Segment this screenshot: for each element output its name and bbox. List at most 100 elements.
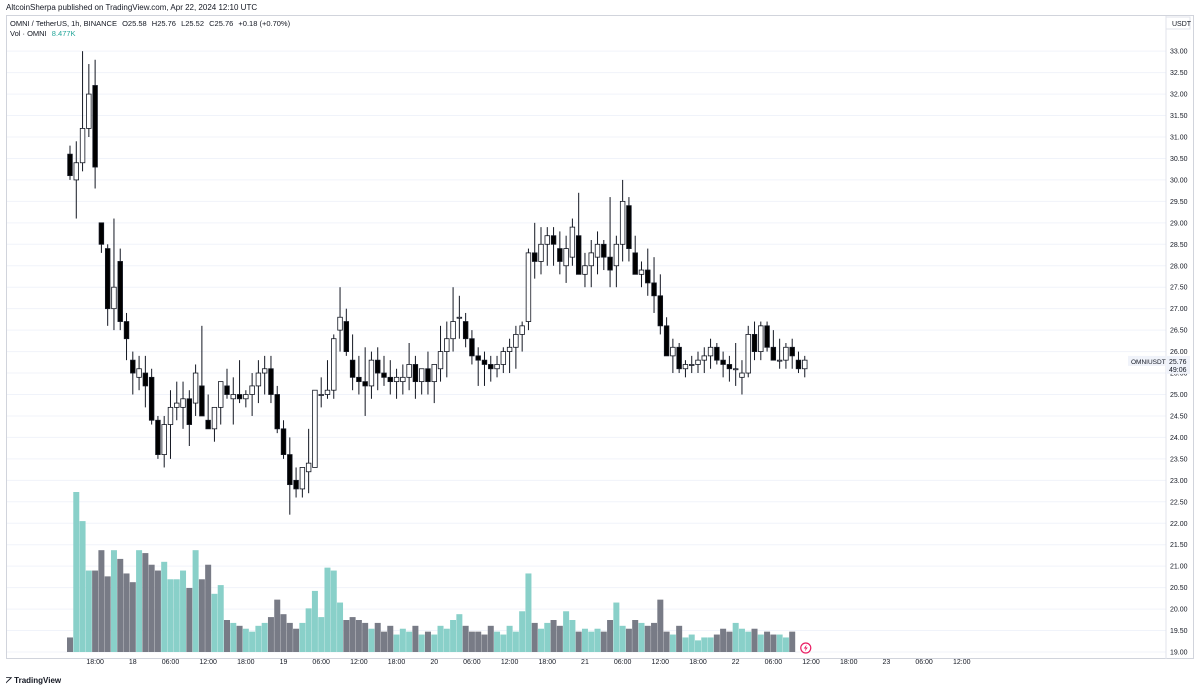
x-tick-label: 20 — [430, 659, 438, 666]
y-tick-label: 26.00 — [1170, 349, 1188, 356]
volume-bar — [393, 634, 400, 652]
candle-up — [230, 394, 236, 400]
volume-bar — [443, 628, 450, 652]
volume-bar — [274, 599, 281, 652]
volume-bar — [267, 617, 274, 652]
volume-bar — [575, 631, 582, 652]
candle-down — [186, 398, 193, 425]
volume-bar — [161, 561, 168, 652]
currency-badge[interactable] — [1165, 16, 1191, 30]
volume-bar — [663, 631, 670, 652]
candle-up — [218, 381, 224, 408]
candle-up — [174, 402, 180, 408]
candle-down — [676, 346, 682, 370]
x-tick-label: 12:00 — [953, 659, 971, 666]
volume-bar — [682, 637, 689, 652]
candle-up — [86, 93, 92, 129]
volume-bar — [117, 558, 124, 652]
candle-up — [418, 368, 425, 383]
candle-down — [280, 428, 287, 455]
x-tick-label: 06:00 — [915, 659, 933, 666]
volume-bar — [525, 573, 532, 652]
volume-bar — [588, 631, 595, 652]
candle-up — [745, 334, 751, 374]
symbol-label[interactable]: OMNI / TetherUS, 1h, BINANCE — [10, 19, 117, 28]
volume-bar — [757, 634, 764, 652]
candle-up — [588, 252, 594, 267]
candle-down — [601, 243, 607, 258]
volume-bar — [456, 614, 463, 652]
y-tick-label: 25.50 — [1170, 371, 1188, 378]
volume-bar — [732, 622, 739, 652]
countdown-label: 49:06 — [1169, 367, 1187, 374]
volume-bar — [167, 579, 174, 652]
volume-bar — [198, 579, 205, 652]
candle-down — [274, 394, 280, 430]
y-tick-label: 27.50 — [1170, 285, 1188, 292]
x-tick-label: 18:00 — [237, 659, 255, 666]
volume-bar — [368, 628, 375, 652]
candle-down — [651, 282, 657, 297]
x-tick-label: 12:00 — [199, 659, 217, 666]
footer-brand: ⦢ TradingView — [6, 676, 61, 686]
candle-up — [431, 364, 437, 383]
volume-bar — [632, 620, 639, 652]
volume-bar — [437, 625, 444, 652]
volume-bar — [324, 567, 331, 652]
volume-bar — [123, 573, 130, 652]
volume-bar — [713, 634, 720, 652]
volume-bar — [92, 570, 99, 652]
candle-down — [663, 325, 670, 357]
tradingview-logo-icon: ⦢ — [6, 676, 13, 685]
y-tick-label: 27.00 — [1170, 306, 1188, 313]
candle-down — [632, 252, 638, 275]
candle-up — [331, 338, 337, 391]
candle-up — [211, 406, 218, 430]
volume-bar — [776, 634, 783, 652]
volume-bar — [305, 608, 312, 652]
candle-up — [613, 243, 620, 267]
volume-bar — [556, 625, 563, 652]
volume-bar — [726, 631, 733, 652]
symbol-badge — [1128, 355, 1165, 366]
volume-bar — [180, 570, 187, 652]
volume-bar — [211, 593, 218, 652]
volume-bar — [349, 617, 356, 652]
candle-down — [645, 269, 651, 284]
volume-bar — [217, 585, 224, 652]
x-tick-label: 18:00 — [539, 659, 557, 666]
volume-bar — [720, 628, 727, 652]
volume-bar — [657, 599, 664, 652]
volume-bar — [236, 625, 243, 652]
candle-down — [550, 235, 557, 245]
candle-up — [393, 376, 400, 383]
candle-down — [130, 359, 136, 374]
candle-down — [726, 364, 733, 370]
candle-down — [155, 419, 161, 455]
volume-bar — [625, 628, 632, 652]
candle-up — [569, 226, 576, 258]
candle-up — [161, 424, 167, 455]
x-tick-label: 18:00 — [86, 659, 104, 666]
candle-up — [167, 406, 174, 425]
volume-bar — [98, 550, 105, 652]
candle-down — [575, 235, 582, 275]
volume-label[interactable]: Vol · OMNI — [10, 29, 47, 38]
close-value: C25.76 — [209, 19, 234, 28]
volume-bar — [450, 620, 457, 652]
volume-bar — [607, 620, 614, 652]
candle-down — [236, 394, 243, 400]
candle-down — [412, 364, 419, 383]
y-tick-label: 24.00 — [1170, 435, 1188, 442]
volume-bar — [311, 590, 318, 652]
volume-bar — [651, 622, 658, 652]
y-tick-label: 29.00 — [1170, 220, 1188, 227]
candle-up — [450, 321, 456, 340]
candle-up — [538, 243, 544, 262]
candle-up — [582, 265, 588, 275]
chart-frame — [6, 15, 1194, 659]
y-tick-label: 21.00 — [1170, 564, 1188, 571]
open-value: O25.58 — [122, 19, 147, 28]
